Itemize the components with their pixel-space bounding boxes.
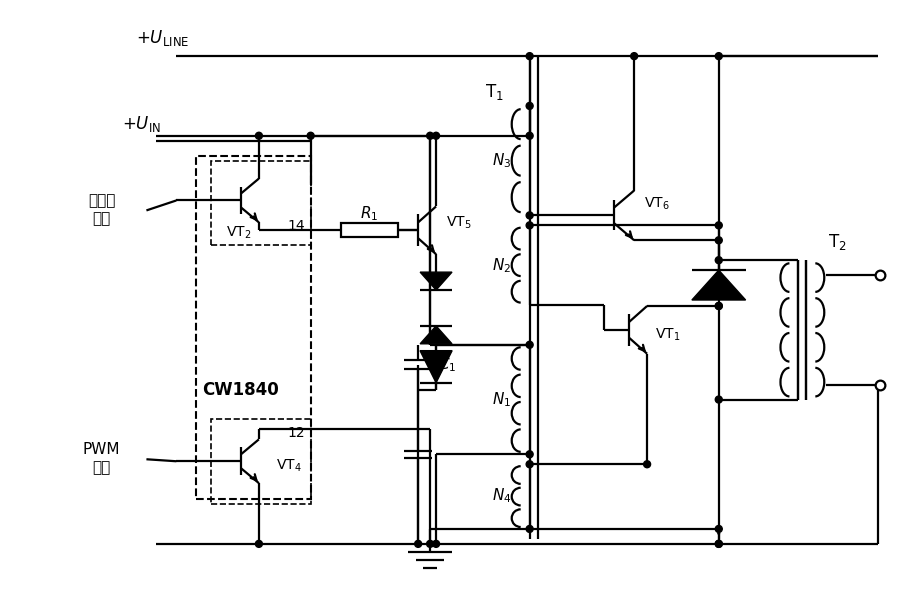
Circle shape [426,540,433,548]
Circle shape [255,132,262,139]
Circle shape [715,540,722,548]
Bar [196,156,310,499]
Circle shape [631,53,638,59]
Text: $N_2$: $N_2$ [492,256,511,275]
Circle shape [715,53,722,59]
Text: $R_1$: $R_1$ [360,204,378,223]
Bar [211,160,310,245]
Text: $\rm T_2$: $\rm T_2$ [828,232,847,252]
Text: $N_1$: $N_1$ [492,390,511,409]
Text: 14: 14 [288,219,305,233]
Circle shape [526,341,533,348]
Text: CW1840: CW1840 [203,380,280,398]
Text: $\rm T_1$: $\rm T_1$ [485,82,504,102]
Circle shape [433,540,440,548]
Text: $+U_{\rm IN}$: $+U_{\rm IN}$ [121,114,160,134]
Bar [211,419,310,504]
Circle shape [715,222,722,229]
Circle shape [715,302,722,310]
Circle shape [526,102,533,109]
Text: 偏压: 偏压 [92,211,110,226]
Circle shape [715,525,722,532]
Circle shape [715,396,722,403]
Circle shape [307,132,314,139]
Circle shape [526,222,533,229]
Text: $\rm VT_2$: $\rm VT_2$ [226,224,252,240]
Text: $\rm VT_1$: $\rm VT_1$ [655,326,681,343]
Text: 输出: 输出 [92,460,110,475]
Circle shape [526,212,533,219]
Text: $\rm VT_4$: $\rm VT_4$ [276,458,301,474]
Circle shape [433,132,440,139]
Circle shape [426,132,433,139]
Circle shape [526,451,533,458]
Text: PWM: PWM [83,442,120,457]
Text: 12: 12 [288,426,305,441]
Text: $C_1$: $C_1$ [438,355,456,374]
Text: $+U_{\rm LINE}$: $+U_{\rm LINE}$ [137,28,190,48]
Circle shape [715,302,722,310]
Circle shape [526,53,533,59]
Text: $N_4$: $N_4$ [492,487,511,505]
Circle shape [643,461,651,468]
Polygon shape [420,326,452,344]
Text: $\rm VT_6$: $\rm VT_6$ [644,195,670,212]
Text: $N_3$: $N_3$ [492,151,511,170]
Polygon shape [420,272,452,290]
Circle shape [715,540,722,548]
Polygon shape [420,350,452,383]
Circle shape [526,132,533,139]
Circle shape [255,540,262,548]
Bar [340,224,398,237]
Circle shape [715,237,722,244]
Text: $\rm VT_5$: $\rm VT_5$ [446,214,472,231]
Circle shape [526,461,533,468]
Polygon shape [718,531,719,534]
Circle shape [715,257,722,264]
Text: 驱动器: 驱动器 [88,193,115,208]
Circle shape [414,540,422,548]
Polygon shape [692,270,746,300]
Circle shape [526,525,533,532]
